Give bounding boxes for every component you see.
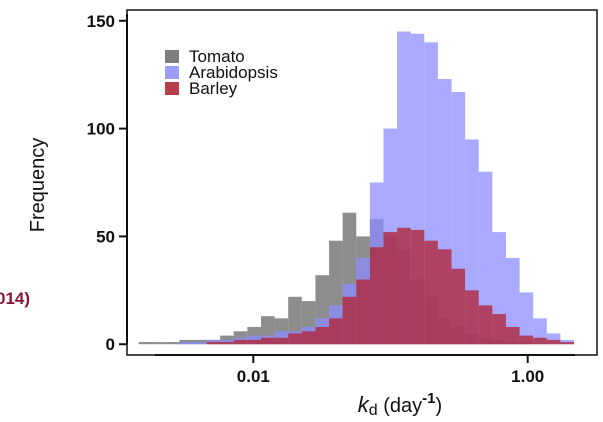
legend-swatch-barley	[165, 82, 179, 95]
cropped-text-fragment: 014)	[0, 289, 30, 308]
x-axis-title-close: )	[436, 395, 443, 417]
y-axis-title: Frequency	[27, 138, 49, 233]
bar-barley-10	[274, 337, 289, 345]
bar-tomato-2	[165, 342, 180, 345]
bar-arabidopsis-28	[519, 292, 534, 345]
bar-barley-14	[329, 318, 343, 345]
bar-barley-16	[356, 279, 370, 345]
bar-tomato-6	[220, 335, 234, 345]
x-ticks: 0.01 1.00	[237, 355, 544, 386]
x-tick-label: 1.00	[511, 367, 544, 386]
series-barley	[206, 227, 575, 345]
bar-tomato-0	[138, 342, 153, 345]
x-axis-title-subscript: d	[369, 402, 378, 419]
bar-barley-13	[315, 326, 330, 345]
bar-tomato-1	[152, 342, 166, 345]
y-axis: 0 50 100 150	[87, 12, 128, 354]
x-axis-title-unit: (day	[378, 395, 422, 417]
legend-label-tomato: Tomato	[189, 47, 245, 66]
y-tick-label: 0	[106, 335, 115, 354]
bar-barley-31	[560, 342, 575, 345]
bar-barley-29	[533, 337, 547, 345]
x-axis: 0.01 1.00	[155, 354, 575, 386]
bar-barley-30	[546, 339, 561, 345]
y-tick-label: 100	[87, 120, 115, 139]
legend-label-barley: Barley	[189, 79, 238, 98]
x-tick-label: 0.01	[237, 367, 270, 386]
bar-barley-11	[288, 333, 302, 345]
bar-barley-27	[505, 326, 520, 345]
bar-barley-9	[260, 337, 275, 345]
y-tick-label: 50	[96, 227, 115, 246]
bar-barley-17	[369, 247, 384, 345]
y-ticks: 0 50 100 150	[87, 12, 127, 354]
bar-barley-25	[478, 305, 493, 345]
y-tick-label: 150	[87, 12, 115, 31]
bar-barley-12	[301, 331, 316, 345]
legend-label-arabidopsis: Arabidopsis	[189, 63, 278, 82]
bar-barley-26	[492, 314, 506, 345]
bar-barley-24	[465, 290, 479, 345]
legend-swatch-tomato	[165, 50, 179, 63]
bar-arabidopsis-4	[192, 342, 207, 345]
x-axis-title: kd (day-1)	[358, 390, 442, 419]
bar-arabidopsis-27	[505, 257, 520, 345]
bar-barley-6	[220, 342, 234, 345]
bar-barley-23	[451, 268, 466, 345]
bar-arabidopsis-25	[478, 171, 493, 345]
bar-barley-19	[397, 227, 411, 345]
bar-barley-18	[383, 232, 398, 345]
legend-swatch-arabidopsis	[165, 66, 179, 79]
bar-barley-5	[206, 342, 221, 345]
bars-layer	[138, 31, 575, 345]
bar-arabidopsis-3	[179, 342, 193, 345]
x-axis-title-superscript: -1	[422, 390, 435, 407]
bar-barley-20	[410, 229, 425, 345]
bar-barley-28	[519, 335, 534, 345]
bar-barley-7	[233, 339, 248, 345]
x-axis-title-symbol: k	[358, 392, 370, 417]
bar-arabidopsis-8	[247, 335, 261, 345]
bar-barley-22	[437, 249, 452, 345]
bar-arabidopsis-30	[546, 333, 561, 345]
bar-barley-21	[424, 240, 438, 345]
bar-barley-8	[247, 339, 261, 345]
bar-barley-15	[342, 296, 357, 345]
